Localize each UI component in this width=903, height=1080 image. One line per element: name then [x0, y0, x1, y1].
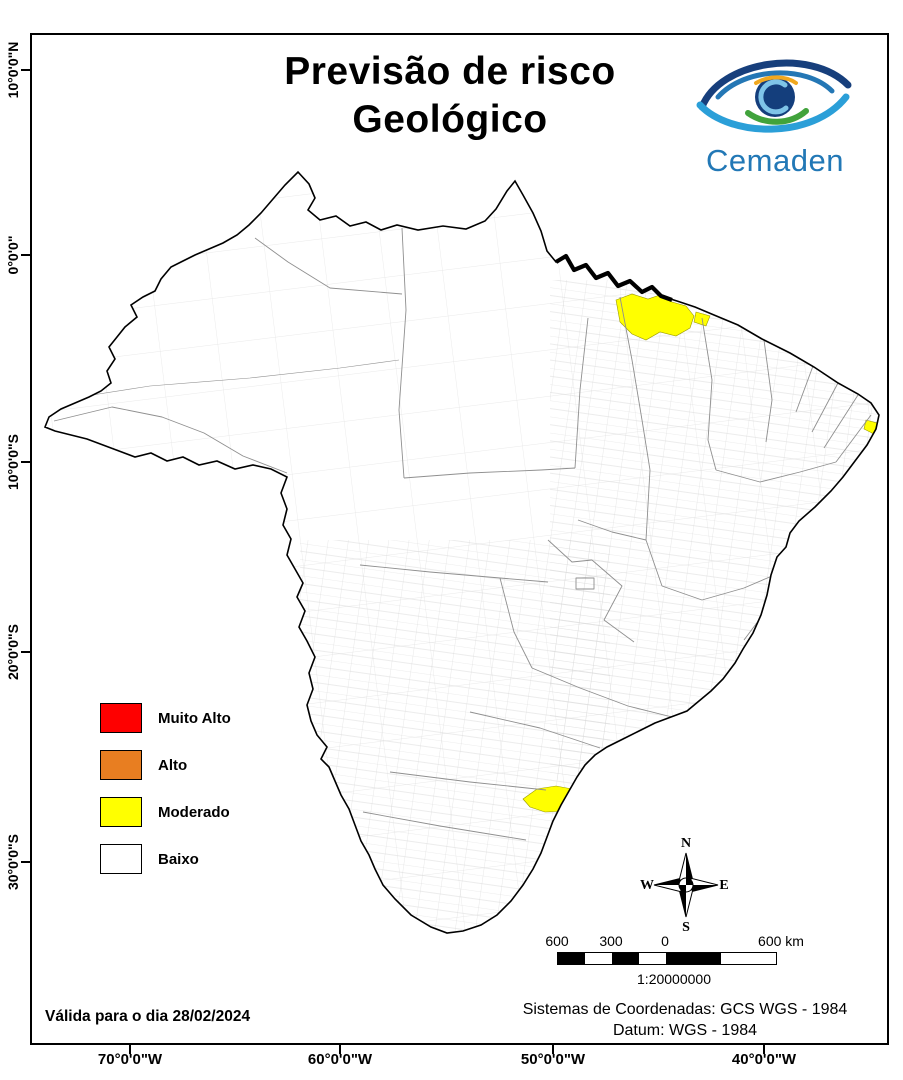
axis-tick — [21, 69, 30, 71]
legend-item-moderado: Moderado — [100, 797, 231, 827]
scale-bar-graphic — [557, 952, 777, 965]
axis-tick — [21, 461, 30, 463]
axis-tick — [129, 1045, 131, 1054]
risk-region-moderado-north — [615, 293, 695, 341]
scale-label-600-km: 600 km — [758, 933, 804, 949]
coordinate-system-info: Sistemas de Coordenadas: GCS WGS - 1984 … — [480, 999, 890, 1041]
legend-label-muito-alto: Muito Alto — [158, 709, 231, 727]
risk-legend: Muito Alto Alto Moderado Baixo — [100, 703, 231, 874]
axis-label-lat-10s: 10°0'0"S — [5, 433, 21, 491]
axis-label-lat-10n: 10°0'0"N — [5, 41, 21, 99]
axis-tick — [21, 254, 30, 256]
axis-label-lat-20s: 20°0'0"S — [5, 623, 21, 681]
page-title: Previsão de risco Geológico — [180, 48, 720, 144]
axis-tick — [339, 1045, 341, 1054]
legend-swatch-muito-alto — [100, 703, 142, 733]
compass-e: E — [719, 878, 728, 893]
cemaden-logo: Cemaden — [660, 45, 890, 179]
axis-tick — [21, 861, 30, 863]
coordinate-system-line1: Sistemas de Coordenadas: GCS WGS - 1984 — [522, 1001, 848, 1018]
cemaden-logo-icon — [696, 59, 852, 133]
legend-swatch-baixo — [100, 844, 142, 874]
legend-label-baixo: Baixo — [158, 850, 199, 868]
scale-label-300: 300 — [599, 933, 623, 949]
axis-label-lat-30s: 30°0'0"S — [5, 833, 21, 891]
axis-label-lon-50w: 50°0'0"W — [520, 1051, 586, 1068]
axis-tick — [552, 1045, 554, 1054]
coordinate-system-line2: Datum: WGS - 1984 — [612, 1022, 758, 1039]
compass-n: N — [681, 836, 691, 851]
page-title-line2: Geológico — [352, 98, 548, 141]
legend-swatch-moderado — [100, 797, 142, 827]
cemaden-logo-text: Cemaden — [706, 143, 844, 178]
axis-label-lat-0: 0°0'0" — [5, 235, 21, 275]
page-title-line1: Previsão de risco — [284, 50, 616, 93]
axis-label-lon-40w: 40°0'0"W — [731, 1051, 797, 1068]
legend-label-moderado: Moderado — [158, 803, 230, 821]
scale-label-600-left: 600 — [545, 933, 569, 949]
legend-item-baixo: Baixo — [100, 844, 231, 874]
compass-s: S — [682, 920, 690, 935]
legend-label-alto: Alto — [158, 756, 188, 774]
compass-w: W — [640, 878, 654, 893]
legend-item-muito-alto: Muito Alto — [100, 703, 231, 733]
axis-tick — [763, 1045, 765, 1054]
scale-label-0: 0 — [661, 933, 669, 949]
validity-date: Válida para o dia 28/02/2024 — [45, 1008, 251, 1025]
axis-tick — [21, 651, 30, 653]
legend-item-alto: Alto — [100, 750, 231, 780]
state-boundaries — [53, 227, 872, 841]
legend-swatch-alto — [100, 750, 142, 780]
scale-ratio: 1:20000000 — [637, 971, 711, 987]
axis-label-lon-70w: 70°0'0"W — [97, 1051, 163, 1068]
scale-bar: 600 300 0 600 km 1:20000000 — [545, 933, 818, 993]
compass-rose-icon: N S E W — [640, 836, 729, 935]
amazon-mouth-coastline — [554, 253, 673, 302]
axis-label-lon-60w: 60°0'0"W — [307, 1051, 373, 1068]
